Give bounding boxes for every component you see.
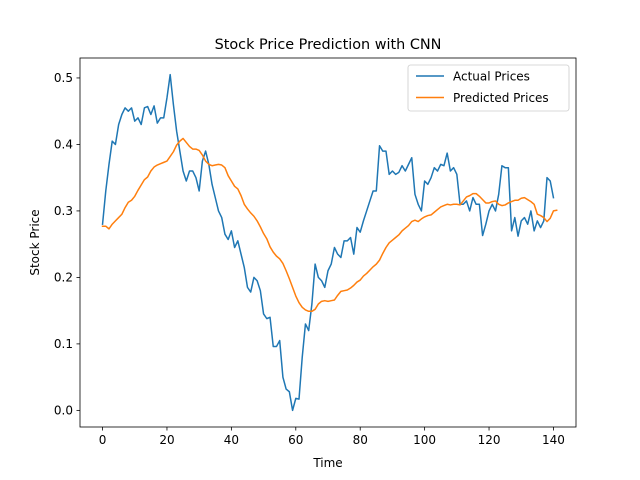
y-tick-label: 0.5 <box>54 71 73 85</box>
x-tick-label: 20 <box>159 433 174 447</box>
y-tick-label: 0.2 <box>54 271 73 285</box>
y-tick-label: 0.0 <box>54 404 73 418</box>
legend: Actual Prices Predicted Prices <box>407 64 570 112</box>
series-line-predicted-prices <box>101 137 558 313</box>
y-tick-label: 0.1 <box>54 337 73 351</box>
x-tick-label: 140 <box>542 433 565 447</box>
legend-label: Actual Prices <box>453 69 530 83</box>
y-tick-label: 0.3 <box>54 204 73 218</box>
x-tick-label: 0 <box>99 433 107 447</box>
legend-label: Predicted Prices <box>453 91 549 105</box>
legend-box <box>407 64 570 112</box>
y-tick-label: 0.4 <box>54 138 73 152</box>
plot-area <box>101 73 558 412</box>
x-tick-label: 40 <box>224 433 239 447</box>
series-line-actual-prices <box>101 73 555 412</box>
x-tick-label: 60 <box>288 433 303 447</box>
axes: 0 20 40 60 80 100 120 140 0.0 0.1 0.2 0.3 0.4 0.5 <box>54 57 577 447</box>
x-tick-label: 120 <box>478 433 501 447</box>
x-tick-label: 100 <box>413 433 436 447</box>
chart-title: Stock Price Prediction with CNN <box>215 37 442 53</box>
x-axis-title: Time <box>312 456 342 470</box>
axes-frame <box>79 57 577 428</box>
x-tick-label: 80 <box>353 433 368 447</box>
y-axis-title: Stock Price <box>28 209 42 275</box>
